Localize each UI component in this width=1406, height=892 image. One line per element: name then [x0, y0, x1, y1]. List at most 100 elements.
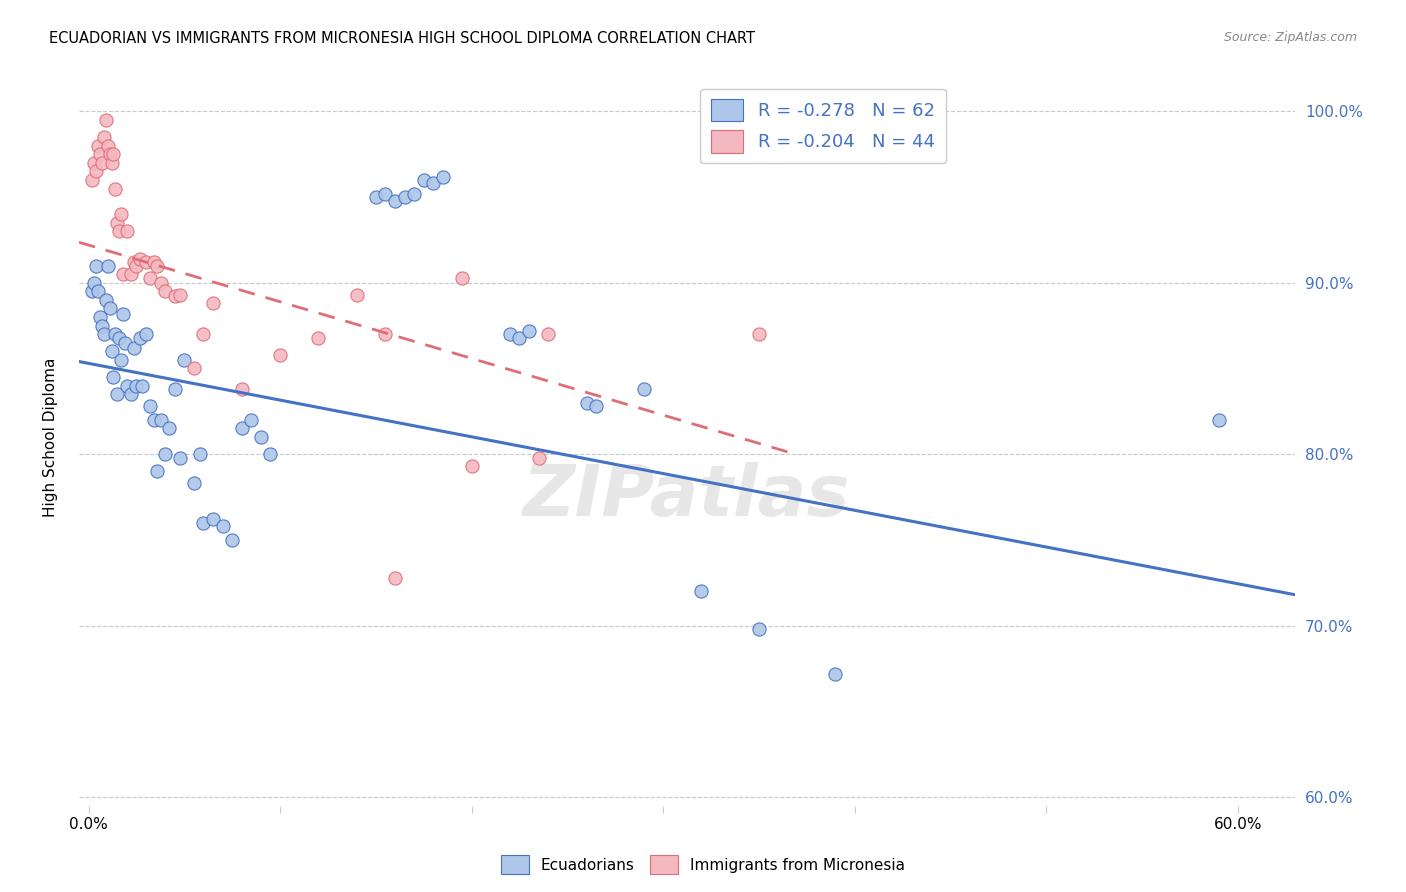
Point: [83, 156, 105, 170]
Point: [374, 327, 396, 342]
Point: [517, 324, 540, 338]
Point: [94, 293, 117, 307]
Point: [114, 335, 136, 350]
Point: [115, 224, 138, 238]
Point: [98, 147, 121, 161]
Point: [108, 224, 131, 238]
Point: [124, 255, 146, 269]
Point: [142, 255, 165, 269]
Point: [120, 267, 142, 281]
Point: [153, 447, 176, 461]
Point: [202, 296, 225, 310]
Point: [394, 190, 416, 204]
Point: [537, 327, 560, 342]
Point: [193, 516, 215, 530]
Point: [259, 447, 281, 461]
Point: [169, 287, 191, 301]
Y-axis label: High School Diploma: High School Diploma: [44, 358, 58, 516]
Point: [131, 378, 153, 392]
Point: [183, 476, 205, 491]
Point: [139, 399, 162, 413]
Point: [82, 285, 104, 299]
Legend: Ecuadorians, Immigrants from Micronesia: Ecuadorians, Immigrants from Micronesia: [495, 849, 911, 880]
Point: [98, 301, 121, 316]
Point: [269, 348, 291, 362]
Point: [240, 413, 263, 427]
Point: [221, 533, 243, 547]
Point: [824, 666, 846, 681]
Point: [422, 177, 444, 191]
Point: [527, 450, 550, 465]
Point: [153, 285, 176, 299]
Point: [748, 327, 770, 342]
Point: [575, 396, 598, 410]
Point: [150, 413, 173, 427]
Point: [135, 255, 157, 269]
Point: [460, 459, 482, 474]
Point: [87, 285, 110, 299]
Point: [157, 421, 180, 435]
Point: [104, 327, 127, 342]
Point: [432, 169, 454, 184]
Point: [364, 190, 387, 204]
Legend: R = -0.278   N = 62, R = -0.204   N = 44: R = -0.278 N = 62, R = -0.204 N = 44: [700, 88, 946, 163]
Point: [135, 327, 157, 342]
Point: [110, 352, 132, 367]
Point: [120, 387, 142, 401]
Point: [585, 399, 607, 413]
Point: [129, 331, 152, 345]
Point: [91, 318, 114, 333]
Point: [250, 430, 273, 444]
Point: [146, 464, 169, 478]
Point: [404, 186, 426, 201]
Point: [307, 331, 329, 345]
Point: [193, 327, 215, 342]
Point: [105, 216, 128, 230]
Point: [100, 344, 122, 359]
Point: [111, 307, 134, 321]
Point: [211, 519, 233, 533]
Point: [83, 276, 105, 290]
Point: [89, 147, 111, 161]
Text: ECUADORIAN VS IMMIGRANTS FROM MICRONESIA HIGH SCHOOL DIPLOMA CORRELATION CHART: ECUADORIAN VS IMMIGRANTS FROM MICRONESIA…: [49, 31, 755, 46]
Point: [499, 327, 522, 342]
Point: [633, 382, 655, 396]
Point: [384, 571, 406, 585]
Point: [103, 147, 125, 161]
Point: [690, 584, 713, 599]
Point: [100, 156, 122, 170]
Point: [374, 186, 396, 201]
Point: [146, 259, 169, 273]
Point: [97, 259, 120, 273]
Point: [129, 252, 152, 266]
Point: [91, 156, 114, 170]
Point: [346, 287, 368, 301]
Point: [384, 194, 406, 208]
Point: [125, 378, 148, 392]
Point: [1208, 413, 1230, 427]
Point: [142, 413, 165, 427]
Point: [231, 382, 253, 396]
Point: [94, 112, 117, 127]
Point: [82, 173, 104, 187]
Point: [84, 259, 107, 273]
Point: [451, 270, 474, 285]
Point: [103, 370, 125, 384]
Point: [93, 130, 115, 145]
Point: [173, 352, 195, 367]
Point: [108, 331, 131, 345]
Point: [163, 382, 186, 396]
Point: [202, 512, 225, 526]
Point: [748, 622, 770, 636]
Point: [231, 421, 253, 435]
Point: [183, 361, 205, 376]
Text: ZIPatlas: ZIPatlas: [523, 461, 851, 531]
Text: Source: ZipAtlas.com: Source: ZipAtlas.com: [1223, 31, 1357, 45]
Point: [115, 378, 138, 392]
Point: [110, 207, 132, 221]
Point: [89, 310, 111, 324]
Point: [87, 138, 110, 153]
Point: [93, 327, 115, 342]
Point: [124, 341, 146, 355]
Point: [104, 181, 127, 195]
